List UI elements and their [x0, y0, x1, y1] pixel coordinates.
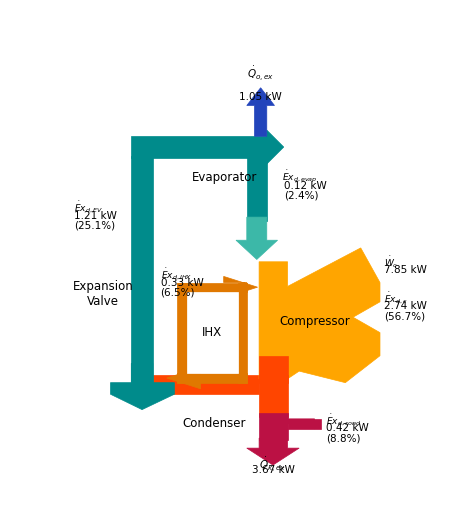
Text: (56.7%): (56.7%) — [384, 311, 425, 321]
Text: Evaporator: Evaporator — [192, 170, 257, 184]
Text: (8.8%): (8.8%) — [326, 433, 361, 443]
Text: $\dot{E}x_{d,c}$: $\dot{E}x_{d,c}$ — [384, 290, 408, 306]
Polygon shape — [224, 276, 257, 298]
Polygon shape — [259, 356, 288, 383]
Text: $\dot{Q}_{k,ex}$: $\dot{Q}_{k,ex}$ — [259, 456, 286, 474]
Text: $\dot{E}x_{d,IHX}$: $\dot{E}x_{d,IHX}$ — [161, 267, 192, 282]
Text: IHX: IHX — [202, 326, 222, 339]
Polygon shape — [259, 413, 288, 440]
Polygon shape — [236, 217, 278, 259]
Polygon shape — [247, 438, 299, 465]
Polygon shape — [247, 88, 274, 136]
Text: Condenser: Condenser — [182, 417, 246, 430]
Text: 1.05 kW: 1.05 kW — [239, 93, 282, 103]
Polygon shape — [153, 375, 259, 394]
Text: 0.42 kW: 0.42 kW — [326, 423, 369, 433]
Text: Compressor: Compressor — [279, 315, 350, 328]
Polygon shape — [259, 375, 288, 417]
Polygon shape — [288, 419, 321, 429]
Text: 3.67 kW: 3.67 kW — [252, 465, 294, 475]
Polygon shape — [288, 419, 319, 429]
Text: 1.21 kW: 1.21 kW — [74, 211, 117, 221]
Polygon shape — [177, 282, 187, 383]
Text: $\dot{E}x_{d,cond}$: $\dot{E}x_{d,cond}$ — [326, 413, 362, 428]
Text: (2.4%): (2.4%) — [284, 191, 318, 201]
Polygon shape — [167, 367, 201, 389]
Polygon shape — [110, 363, 174, 410]
Polygon shape — [187, 292, 237, 373]
Polygon shape — [267, 130, 284, 164]
Polygon shape — [177, 373, 247, 383]
Text: $\dot{E}x_{d,EV}$: $\dot{E}x_{d,EV}$ — [74, 200, 103, 216]
Text: $\dot{E}x_{d,evap}$: $\dot{E}x_{d,evap}$ — [282, 169, 318, 186]
Text: (6.5%): (6.5%) — [161, 288, 195, 298]
Text: 0.33 kW: 0.33 kW — [161, 278, 203, 288]
Polygon shape — [131, 156, 153, 383]
Polygon shape — [177, 282, 247, 292]
Text: Expansion
Valve: Expansion Valve — [73, 280, 133, 308]
Text: 2.74 kW: 2.74 kW — [384, 301, 427, 311]
Polygon shape — [247, 156, 267, 221]
Text: $\dot{W}_c$: $\dot{W}_c$ — [384, 254, 398, 270]
Text: $\dot{Q}_{o,ex}$: $\dot{Q}_{o,ex}$ — [247, 65, 274, 83]
Polygon shape — [131, 136, 267, 158]
Text: (25.1%): (25.1%) — [74, 221, 116, 231]
Text: 7.85 kW: 7.85 kW — [384, 265, 427, 275]
Text: 0.12 kW: 0.12 kW — [284, 181, 327, 191]
Polygon shape — [259, 248, 380, 383]
Polygon shape — [237, 282, 247, 383]
